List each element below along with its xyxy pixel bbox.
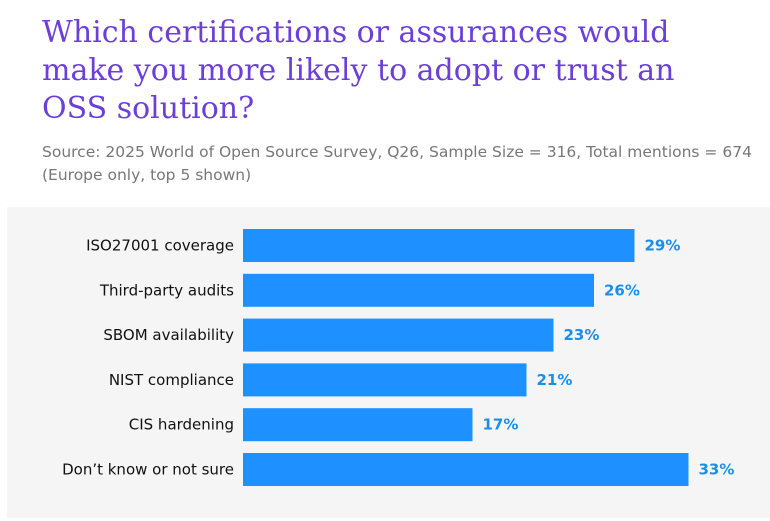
value-label-2: 23% (564, 326, 600, 344)
category-label-4: CIS hardening (129, 416, 234, 434)
category-label-5: Don’t know or not sure (62, 461, 234, 479)
bar-0 (243, 229, 635, 262)
bar-1 (243, 273, 594, 307)
bar-2 (243, 318, 554, 352)
bar-3 (243, 363, 527, 397)
value-label-3: 21% (537, 371, 573, 389)
category-label-0: ISO27001 coverage (86, 237, 234, 255)
value-label-4: 17% (483, 416, 519, 434)
chart-subtitle: Source: 2025 World of Open Source Survey… (42, 143, 752, 184)
bar-4 (243, 408, 473, 442)
category-label-3: NIST compliance (109, 371, 234, 389)
value-label-5: 33% (699, 461, 735, 479)
category-label-1: Third-party audits (99, 281, 234, 299)
value-label-1: 26% (604, 281, 640, 299)
category-label-2: SBOM availability (103, 326, 234, 344)
value-label-0: 29% (645, 237, 681, 255)
bar-5 (243, 453, 689, 486)
chart-title: Which certifications or assurances would… (42, 15, 675, 126)
